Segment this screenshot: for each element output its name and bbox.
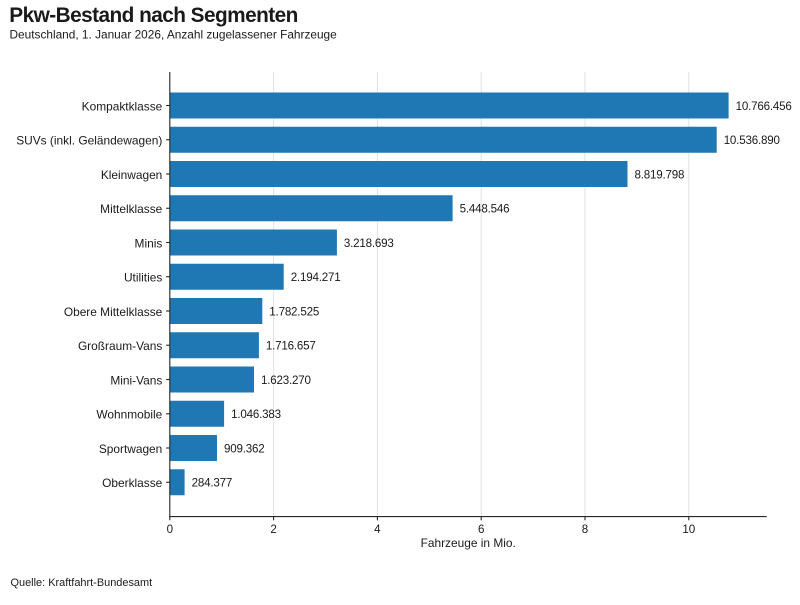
svg-text:Obere Mittelklasse: Obere Mittelklasse	[64, 305, 163, 319]
svg-text:Großraum-Vans: Großraum-Vans	[78, 339, 162, 353]
svg-text:Wohnmobile: Wohnmobile	[96, 408, 162, 422]
svg-text:Kompaktklasse: Kompaktklasse	[82, 99, 163, 113]
svg-text:1.623.270: 1.623.270	[261, 374, 311, 387]
svg-text:1.716.657: 1.716.657	[266, 340, 316, 353]
svg-text:1.046.383: 1.046.383	[231, 408, 281, 421]
svg-text:2.194.271: 2.194.271	[291, 271, 341, 284]
svg-text:10.536.890: 10.536.890	[724, 134, 780, 147]
svg-text:284.377: 284.377	[192, 477, 233, 490]
svg-text:Sportwagen: Sportwagen	[99, 442, 162, 456]
svg-text:Mittelklasse: Mittelklasse	[100, 202, 162, 216]
svg-text:3.218.693: 3.218.693	[344, 237, 394, 250]
svg-text:10: 10	[682, 523, 695, 536]
svg-text:6: 6	[478, 523, 484, 536]
svg-text:SUVs (inkl. Geländewagen): SUVs (inkl. Geländewagen)	[16, 134, 162, 148]
svg-text:8.819.798: 8.819.798	[635, 168, 685, 181]
svg-text:Quelle: Kraftfahrt-Bundesamt: Quelle: Kraftfahrt-Bundesamt	[11, 577, 153, 589]
svg-text:8: 8	[582, 523, 588, 536]
svg-text:Kleinwagen: Kleinwagen	[101, 168, 162, 182]
svg-text:4: 4	[374, 523, 381, 536]
svg-text:1.782.525: 1.782.525	[269, 305, 319, 318]
svg-text:Utilities: Utilities	[124, 271, 162, 285]
svg-text:0: 0	[167, 523, 173, 536]
svg-text:Minis: Minis	[135, 236, 163, 250]
svg-text:Mini-Vans: Mini-Vans	[110, 373, 162, 387]
svg-text:Fahrzeuge in Mio.: Fahrzeuge in Mio.	[421, 536, 516, 550]
svg-text:Deutschland, 1. Januar 2026, A: Deutschland, 1. Januar 2026, Anzahl zuge…	[10, 28, 338, 42]
svg-text:5.448.546: 5.448.546	[460, 203, 510, 216]
svg-text:Pkw-Bestand nach Segmenten: Pkw-Bestand nach Segmenten	[9, 4, 297, 27]
svg-text:2: 2	[270, 523, 276, 536]
svg-text:Oberklasse: Oberklasse	[102, 476, 163, 490]
svg-text:10.766.456: 10.766.456	[736, 100, 792, 113]
svg-text:909.362: 909.362	[224, 442, 265, 455]
